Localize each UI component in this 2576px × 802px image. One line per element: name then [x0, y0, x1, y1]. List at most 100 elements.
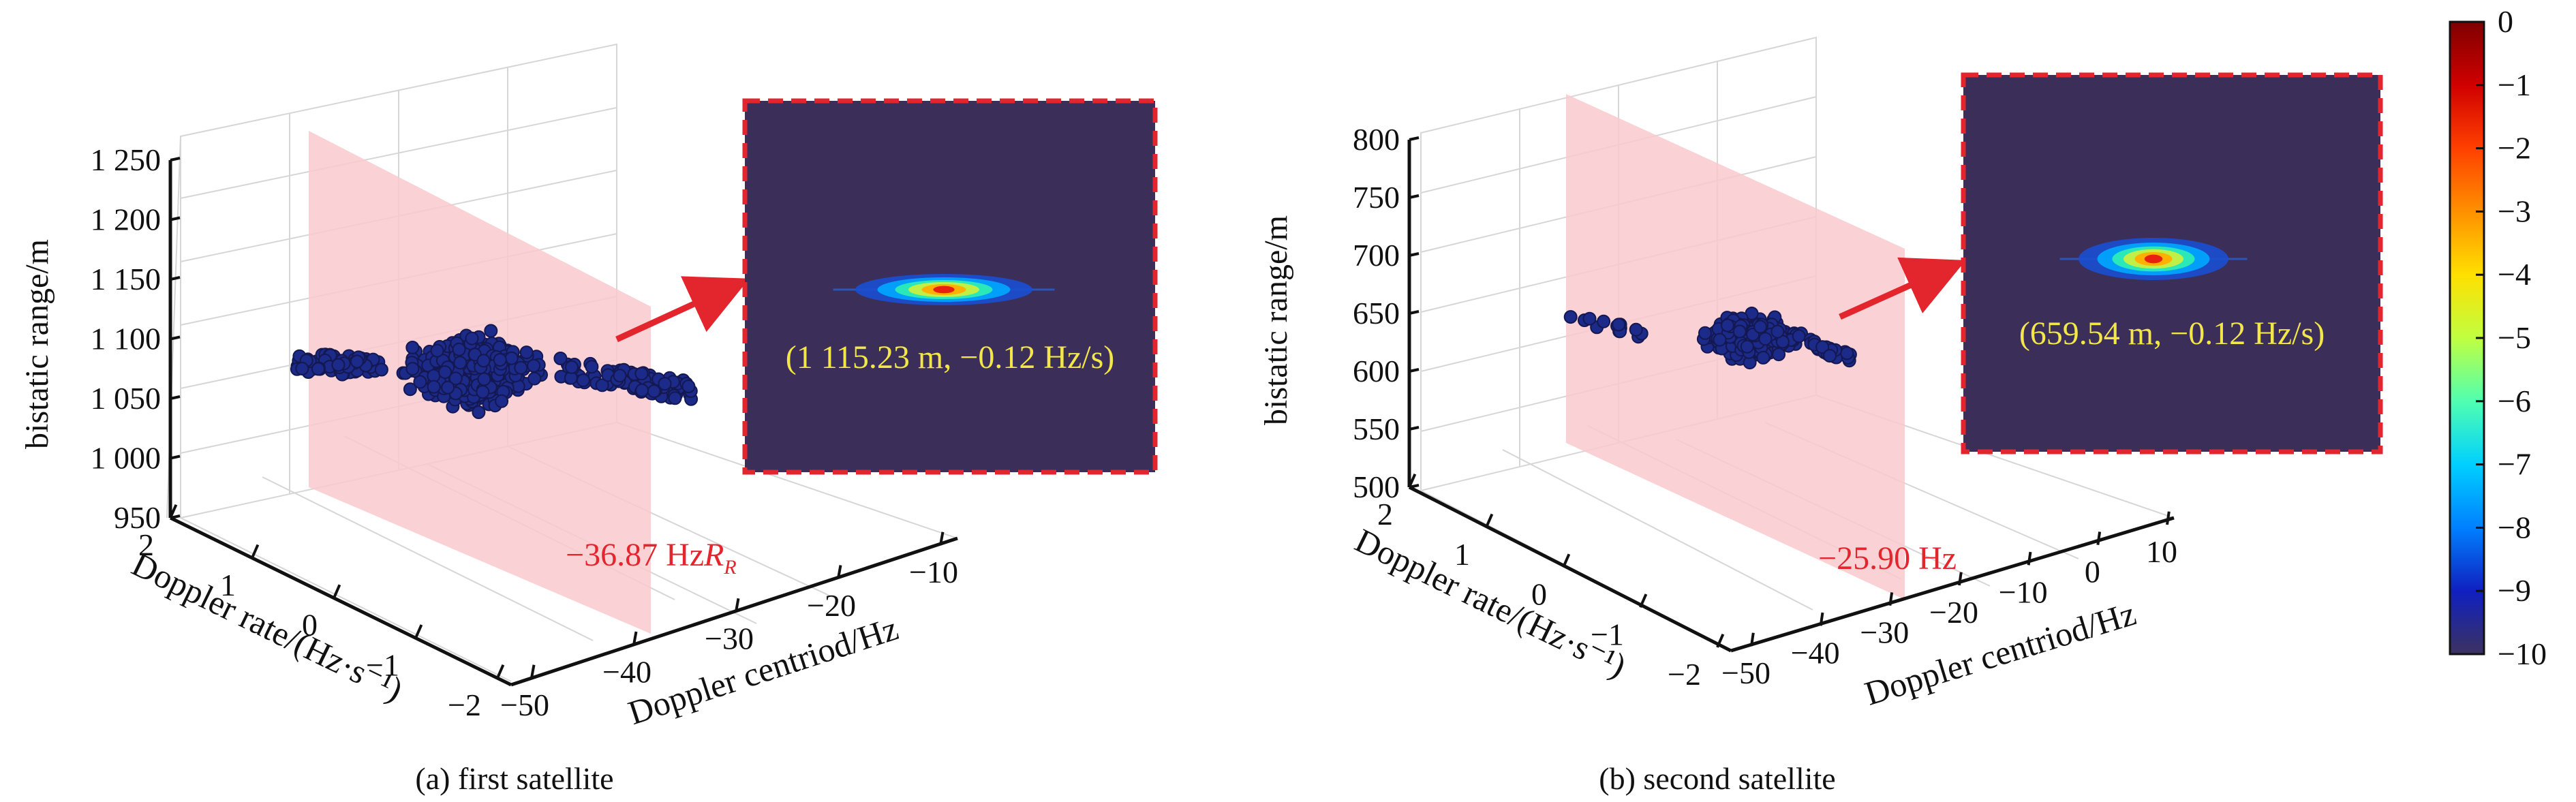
z-tick: [1409, 136, 1420, 141]
axis-tick: [1639, 593, 1648, 608]
slice-sub-a: R: [723, 556, 736, 579]
axis-tick-label: 10: [2146, 534, 2177, 569]
axis-tick-label: −50: [1721, 656, 1770, 690]
scatter-point: [405, 341, 420, 354]
scatter-point: [1713, 333, 1727, 347]
axis-tick: [1750, 632, 1755, 647]
scatter-point: [1840, 346, 1854, 360]
z-tick-label: 650: [1353, 296, 1400, 330]
colorbar-tick-label: −9: [2498, 573, 2531, 608]
scatter-point: [635, 383, 649, 397]
scatter-point: [647, 384, 661, 399]
axis-tick-label: −40: [1791, 635, 1840, 670]
scatter-point: [1823, 349, 1837, 363]
inset-peak-b: [2059, 238, 2248, 280]
scatter-point: [585, 360, 599, 374]
scatter-point: [413, 375, 427, 389]
z-tick: [1409, 426, 1420, 431]
scatter-point: [448, 371, 463, 386]
scatter-point: [668, 391, 682, 405]
scatter-point: [1629, 322, 1643, 337]
y-ticks-b: 2 1 0 −1 −2: [1377, 473, 1725, 692]
z-axis-label-b: bistatic range/m: [1258, 215, 1294, 425]
axis-tick-label: −2: [448, 688, 481, 722]
scatter-point: [311, 362, 325, 376]
scatter-point: [453, 356, 467, 370]
scatter-point: [438, 365, 452, 380]
axis-tick-label: 0: [2085, 555, 2100, 589]
z-tick-label: 700: [1353, 238, 1400, 273]
caption-b: (b) second satellite: [1599, 761, 1835, 796]
scatter-point: [493, 353, 507, 367]
scatter-point: [477, 372, 491, 386]
axis-tick: [735, 598, 740, 612]
scatter-point: [403, 382, 417, 397]
inset-label-b: (659.54 m, −0.12 Hz/s): [2019, 315, 2325, 352]
z-tick-label: 600: [1353, 354, 1400, 388]
pointer-arrow-a: [615, 276, 750, 343]
scatter-point: [1612, 318, 1626, 332]
scatter-point: [1698, 326, 1712, 340]
axis-tick: [1485, 513, 1494, 528]
axis-tick: [632, 631, 638, 645]
scatter-point: [331, 358, 346, 372]
scatter-point: [1740, 339, 1754, 354]
colorbar-tick-label: −6: [2498, 384, 2531, 418]
axis-tick: [2166, 511, 2171, 525]
slice-label-b: −25.90 Hz: [1818, 540, 1957, 576]
scatter-point: [1772, 348, 1786, 362]
y-axis-label-a: Doppler rate/(Hz·s⁻¹): [126, 544, 409, 709]
axis-tick: [1958, 572, 1963, 586]
z-tick-label: 950: [114, 500, 161, 535]
axis-tick-label: 0: [302, 608, 318, 643]
scatter-point: [1732, 324, 1747, 339]
axis-tick: [2096, 531, 2102, 545]
scatter-point: [295, 362, 309, 375]
z-tick-label: 800: [1353, 122, 1400, 157]
scatter-point: [613, 369, 627, 383]
axis-tick-label: −20: [807, 588, 856, 623]
inset-b: (659.54 m, −0.12 Hz/s): [1961, 72, 2383, 454]
axis-tick: [414, 624, 423, 639]
colorbar-tick-label: −7: [2498, 447, 2531, 482]
scatter-point: [1792, 329, 1806, 343]
axis-tick: [939, 531, 945, 546]
axis-tick-label: −10: [909, 555, 958, 589]
colorbar-tick-label: −2: [2498, 131, 2531, 166]
scatter-point: [427, 380, 441, 394]
z-tick-label: 1 250: [91, 142, 162, 177]
scatter-point: [472, 405, 486, 419]
scatter-point: [465, 331, 479, 345]
inset-peak-a: [833, 274, 1055, 305]
slice-value-a: −36.87 Hz: [566, 537, 704, 573]
scatter-point: [1582, 311, 1597, 326]
z-ticks-b: 500 550 600 650 700 750 800: [1353, 122, 1420, 504]
scatter-point: [553, 352, 568, 365]
z-tick-label: 1 050: [91, 381, 162, 416]
x-axis-label-a: Doppler centriod/Hz: [624, 608, 902, 732]
scatter-point: [1815, 340, 1830, 354]
scatter-point: [1721, 318, 1734, 333]
axis-tick: [1408, 473, 1417, 488]
scatter-point: [681, 380, 696, 393]
axis-tick: [251, 544, 260, 559]
scatter-point: [564, 360, 579, 374]
axis-tick-label: −40: [602, 654, 651, 689]
scatter-point: [595, 378, 609, 392]
scatter-points-b: [1563, 307, 1857, 370]
axis-tick-label: −20: [1929, 595, 1978, 630]
z-tick: [170, 276, 181, 281]
colorbar-ticks: 0 −1 −2 −3 −4 −5 −6 −7 −8 −9 −10: [2476, 4, 2547, 671]
scatter-point: [476, 354, 491, 368]
axis-tick-label: −30: [1860, 615, 1909, 650]
scatter-point: [1770, 324, 1785, 339]
inset-blob: [2144, 254, 2163, 264]
z-tick-label: 1 150: [91, 262, 162, 296]
y-ticks-a: 2 1 0 −1 −2: [138, 504, 505, 722]
z-tick-label: 750: [1353, 180, 1400, 215]
scatter-point: [1758, 332, 1773, 346]
axis-tick-label: 2: [138, 527, 154, 562]
scatter-point: [350, 354, 364, 369]
